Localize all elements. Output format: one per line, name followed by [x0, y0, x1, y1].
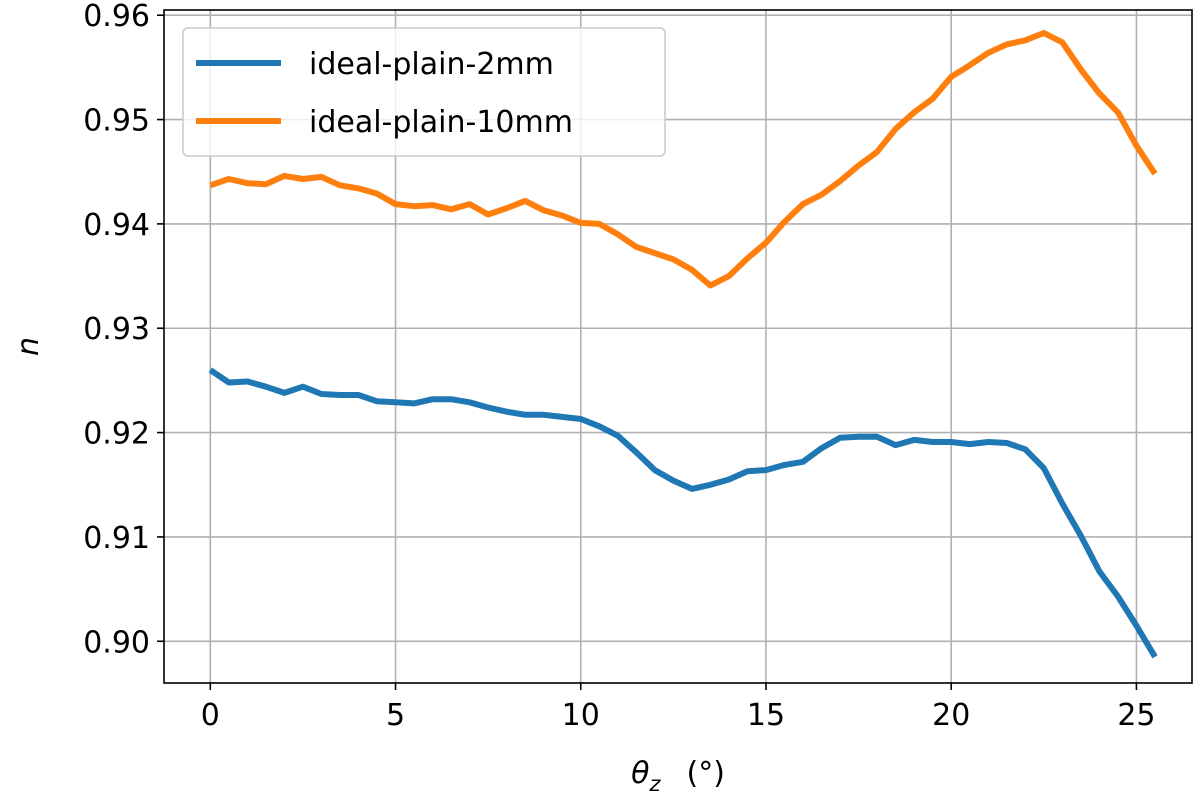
- series-line-ideal-plain-2mm: [208, 367, 1158, 659]
- y-tick-label: 0.90: [83, 625, 150, 660]
- series-line-ideal-plain-10mm: [209, 30, 1158, 289]
- x-tick-label: 10: [562, 698, 600, 733]
- x-axis-label: θz (°): [631, 756, 725, 796]
- y-axis: 0.90 0.91 0.92 0.93 0.94 0.95 0.96: [83, 0, 164, 660]
- series-layer: [208, 30, 1158, 659]
- plot-frame: [163, 9, 1193, 684]
- y-tick-label: 0.91: [83, 521, 150, 556]
- y-axis-label: n: [11, 337, 46, 356]
- x-tick-label: 0: [201, 698, 220, 733]
- x-tick-label: 5: [386, 698, 405, 733]
- y-tick-label: 0.96: [83, 0, 150, 34]
- x-tick-label: 15: [747, 698, 785, 733]
- y-tick-label: 0.95: [83, 104, 150, 139]
- legend-label-ideal-plain-10mm: ideal-plain-10mm: [309, 105, 573, 140]
- x-tick-label: 20: [932, 698, 970, 733]
- legend: ideal-plain-2mm ideal-plain-10mm: [182, 27, 666, 157]
- legend-label-ideal-plain-2mm: ideal-plain-2mm: [309, 47, 554, 82]
- x-tick-label: 25: [1117, 698, 1155, 733]
- x-axis: 0 5 10 15 20 25: [201, 683, 1156, 733]
- y-tick-label: 0.94: [83, 208, 150, 243]
- y-tick-label: 0.93: [83, 312, 150, 347]
- y-tick-label: 0.92: [83, 417, 150, 452]
- legend-box: [182, 27, 666, 157]
